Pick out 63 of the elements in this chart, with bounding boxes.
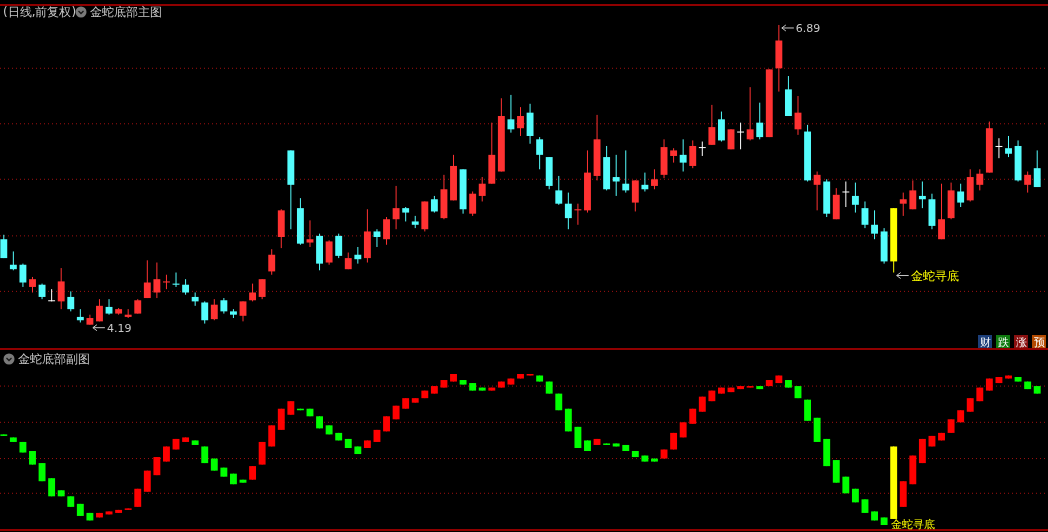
candlestick bbox=[373, 228, 381, 248]
annotation: 6.89 bbox=[795, 21, 821, 35]
candlestick bbox=[1033, 149, 1041, 188]
candlestick bbox=[555, 175, 563, 206]
annotation: 金蛇寻底 bbox=[910, 268, 959, 283]
candlestick bbox=[718, 111, 725, 143]
chart-title: 金蛇底部副图 bbox=[18, 352, 90, 366]
candlestick bbox=[201, 300, 209, 325]
candlestick bbox=[19, 263, 27, 288]
candlestick bbox=[966, 168, 974, 202]
candlestick bbox=[383, 216, 390, 246]
candlestick bbox=[507, 94, 515, 134]
candlestick bbox=[526, 103, 534, 145]
candlestick bbox=[651, 168, 658, 190]
annotation: 4.19 bbox=[106, 321, 132, 335]
candlestick bbox=[737, 122, 745, 150]
candlestick bbox=[268, 248, 276, 276]
candlestick bbox=[871, 209, 878, 240]
candlestick bbox=[67, 290, 75, 312]
candlestick bbox=[851, 182, 859, 214]
candlestick bbox=[746, 86, 754, 141]
candlestick bbox=[756, 102, 764, 140]
candlestick bbox=[976, 168, 984, 191]
candlestick bbox=[689, 139, 697, 169]
candlestick bbox=[57, 267, 65, 310]
candlestick bbox=[564, 192, 572, 230]
candlestick bbox=[517, 106, 524, 137]
candlestick bbox=[641, 172, 649, 192]
candlestick bbox=[306, 219, 314, 248]
candlestick bbox=[938, 183, 945, 240]
candlestick bbox=[813, 171, 821, 211]
candlestick bbox=[153, 262, 161, 299]
candlestick bbox=[392, 185, 400, 230]
chart-title: (日线,前复权) bbox=[3, 5, 77, 19]
candlestick bbox=[335, 233, 343, 259]
candlestick bbox=[143, 259, 151, 299]
candlestick bbox=[679, 138, 687, 172]
candlestick bbox=[909, 179, 917, 210]
candlestick bbox=[698, 141, 706, 157]
candlestick bbox=[210, 298, 218, 321]
candlestick bbox=[631, 179, 639, 212]
candlestick bbox=[622, 149, 630, 194]
candlestick bbox=[105, 298, 113, 316]
candlestick bbox=[1005, 135, 1012, 158]
candlestick bbox=[995, 137, 1003, 159]
candlestick bbox=[258, 278, 266, 300]
candlestick bbox=[469, 190, 477, 217]
chart-subtitle: 金蛇底部主图 bbox=[90, 5, 162, 19]
annotation: 金蛇寻底 bbox=[890, 518, 935, 531]
candlestick bbox=[832, 459, 840, 484]
candlestick bbox=[48, 288, 56, 302]
candlestick bbox=[708, 104, 716, 146]
candlestick bbox=[842, 181, 850, 208]
candlestick bbox=[957, 183, 965, 208]
candlestick bbox=[478, 176, 486, 202]
candlestick bbox=[612, 154, 620, 197]
candlestick bbox=[536, 136, 544, 170]
candlestick bbox=[1024, 171, 1032, 194]
candlestick bbox=[325, 239, 333, 266]
candlestick bbox=[918, 181, 926, 209]
candlestick bbox=[239, 300, 247, 322]
candlestick bbox=[9, 250, 17, 271]
candlestick bbox=[899, 192, 907, 217]
